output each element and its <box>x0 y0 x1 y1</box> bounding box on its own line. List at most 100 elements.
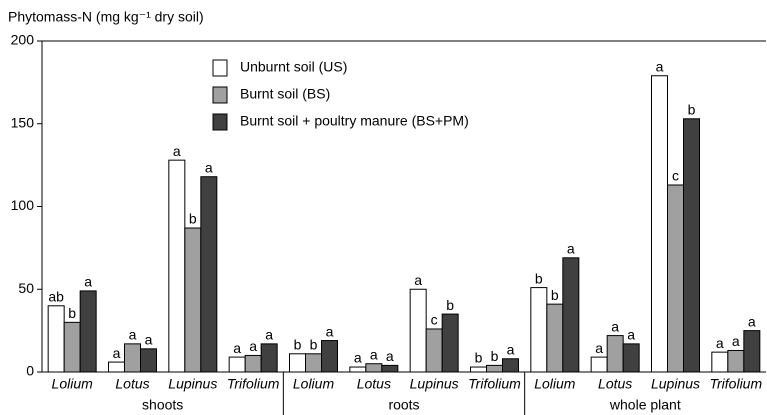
x-tick-label: Lotus <box>115 376 149 392</box>
significance-label: a <box>611 318 619 334</box>
bar <box>441 313 459 373</box>
bar <box>349 366 367 373</box>
significance-label: a <box>414 272 422 288</box>
bar <box>305 353 322 373</box>
bar <box>108 361 125 373</box>
legend-swatch <box>212 113 228 131</box>
bar <box>124 343 141 373</box>
bar <box>667 184 684 373</box>
significance-label: b <box>310 336 318 352</box>
bar <box>63 321 81 373</box>
bar <box>409 288 427 373</box>
significance-label: a <box>233 340 241 356</box>
significance-label: a <box>627 327 635 343</box>
significance-label: a <box>386 348 394 364</box>
bar <box>727 349 745 373</box>
bar <box>228 356 246 373</box>
x-tick-label: Trifolium <box>227 376 280 392</box>
legend-swatch <box>212 86 228 104</box>
y-tick-label: 200 <box>11 32 35 48</box>
bar <box>184 227 202 373</box>
significance-label: b <box>294 336 302 352</box>
significance-label: a <box>129 327 137 343</box>
bar <box>546 303 564 373</box>
significance-label: a <box>507 341 515 357</box>
x-tick-label: Lolium <box>534 376 576 392</box>
significance-label: a <box>84 274 92 290</box>
bar <box>365 363 383 373</box>
significance-label: a <box>567 241 575 257</box>
significance-label: a <box>113 345 121 361</box>
x-tick-label: Trifolium <box>710 376 763 392</box>
y-tick-label: 150 <box>11 114 35 130</box>
y-tick-label: 100 <box>11 197 35 213</box>
significance-label: a <box>173 143 181 159</box>
bar <box>743 330 761 373</box>
significance-label: b <box>189 211 197 227</box>
significance-label: a <box>249 338 257 354</box>
bar <box>200 176 218 373</box>
bar <box>711 351 729 373</box>
x-tick-label: Trifolium <box>468 376 521 392</box>
significance-label: b <box>688 101 696 117</box>
significance-label: b <box>446 297 454 313</box>
significance-label: b <box>491 348 499 364</box>
significance-label: a <box>595 340 603 356</box>
bar <box>321 340 338 373</box>
bar <box>289 353 306 373</box>
group-label: shoots <box>142 397 183 413</box>
bar <box>140 348 157 373</box>
group-label: whole plant <box>609 397 681 413</box>
y-tick-label: 0 <box>26 363 34 379</box>
significance-label: a <box>656 58 664 74</box>
legend-label: Burnt soil (BS) <box>240 86 330 102</box>
bar <box>502 358 519 373</box>
significance-label: a <box>265 327 273 343</box>
legend-label: Burnt soil + poultry manure (BS+PM) <box>240 113 469 129</box>
x-tick-label: Lupinus <box>168 376 217 392</box>
y-axis-label: Phytomass-N (mg kg⁻¹ dry soil) <box>8 9 204 25</box>
bar <box>486 364 503 373</box>
significance-label: ab <box>48 289 64 305</box>
group-label: roots <box>388 397 419 413</box>
x-tick-label: Lolium <box>293 376 335 392</box>
x-tick-label: Lolium <box>52 376 94 392</box>
x-tick-label: Lotus <box>357 376 391 392</box>
significance-label: b <box>535 270 543 286</box>
significance-label: a <box>748 313 756 329</box>
bar <box>622 343 640 373</box>
bar <box>381 364 399 373</box>
significance-label: c <box>431 312 438 328</box>
bar <box>244 354 262 373</box>
bar <box>470 366 487 373</box>
bar <box>562 257 580 373</box>
significance-label: b <box>475 350 483 366</box>
legend-label: Unburnt soil (US) <box>240 59 347 75</box>
bar <box>606 335 624 373</box>
bar <box>79 290 97 373</box>
bar <box>425 328 443 373</box>
significance-label: a <box>370 346 378 362</box>
bar <box>260 343 278 373</box>
significance-label: a <box>716 335 724 351</box>
significance-label: a <box>205 159 213 175</box>
bar <box>530 287 548 373</box>
bar <box>651 75 668 373</box>
significance-label: b <box>551 287 559 303</box>
significance-label: c <box>672 168 679 184</box>
significance-label: a <box>326 323 334 339</box>
legend-swatch <box>212 59 228 77</box>
x-tick-label: Lupinus <box>410 376 459 392</box>
significance-label: a <box>145 332 153 348</box>
bar <box>683 118 700 373</box>
bar <box>168 159 186 373</box>
bar <box>590 356 608 373</box>
bar <box>47 305 65 373</box>
significance-label: a <box>354 350 362 366</box>
y-tick-label: 50 <box>18 280 34 296</box>
significance-label: a <box>732 333 740 349</box>
significance-label: b <box>68 305 76 321</box>
x-tick-label: Lotus <box>598 376 632 392</box>
x-tick-label: Lupinus <box>651 376 700 392</box>
